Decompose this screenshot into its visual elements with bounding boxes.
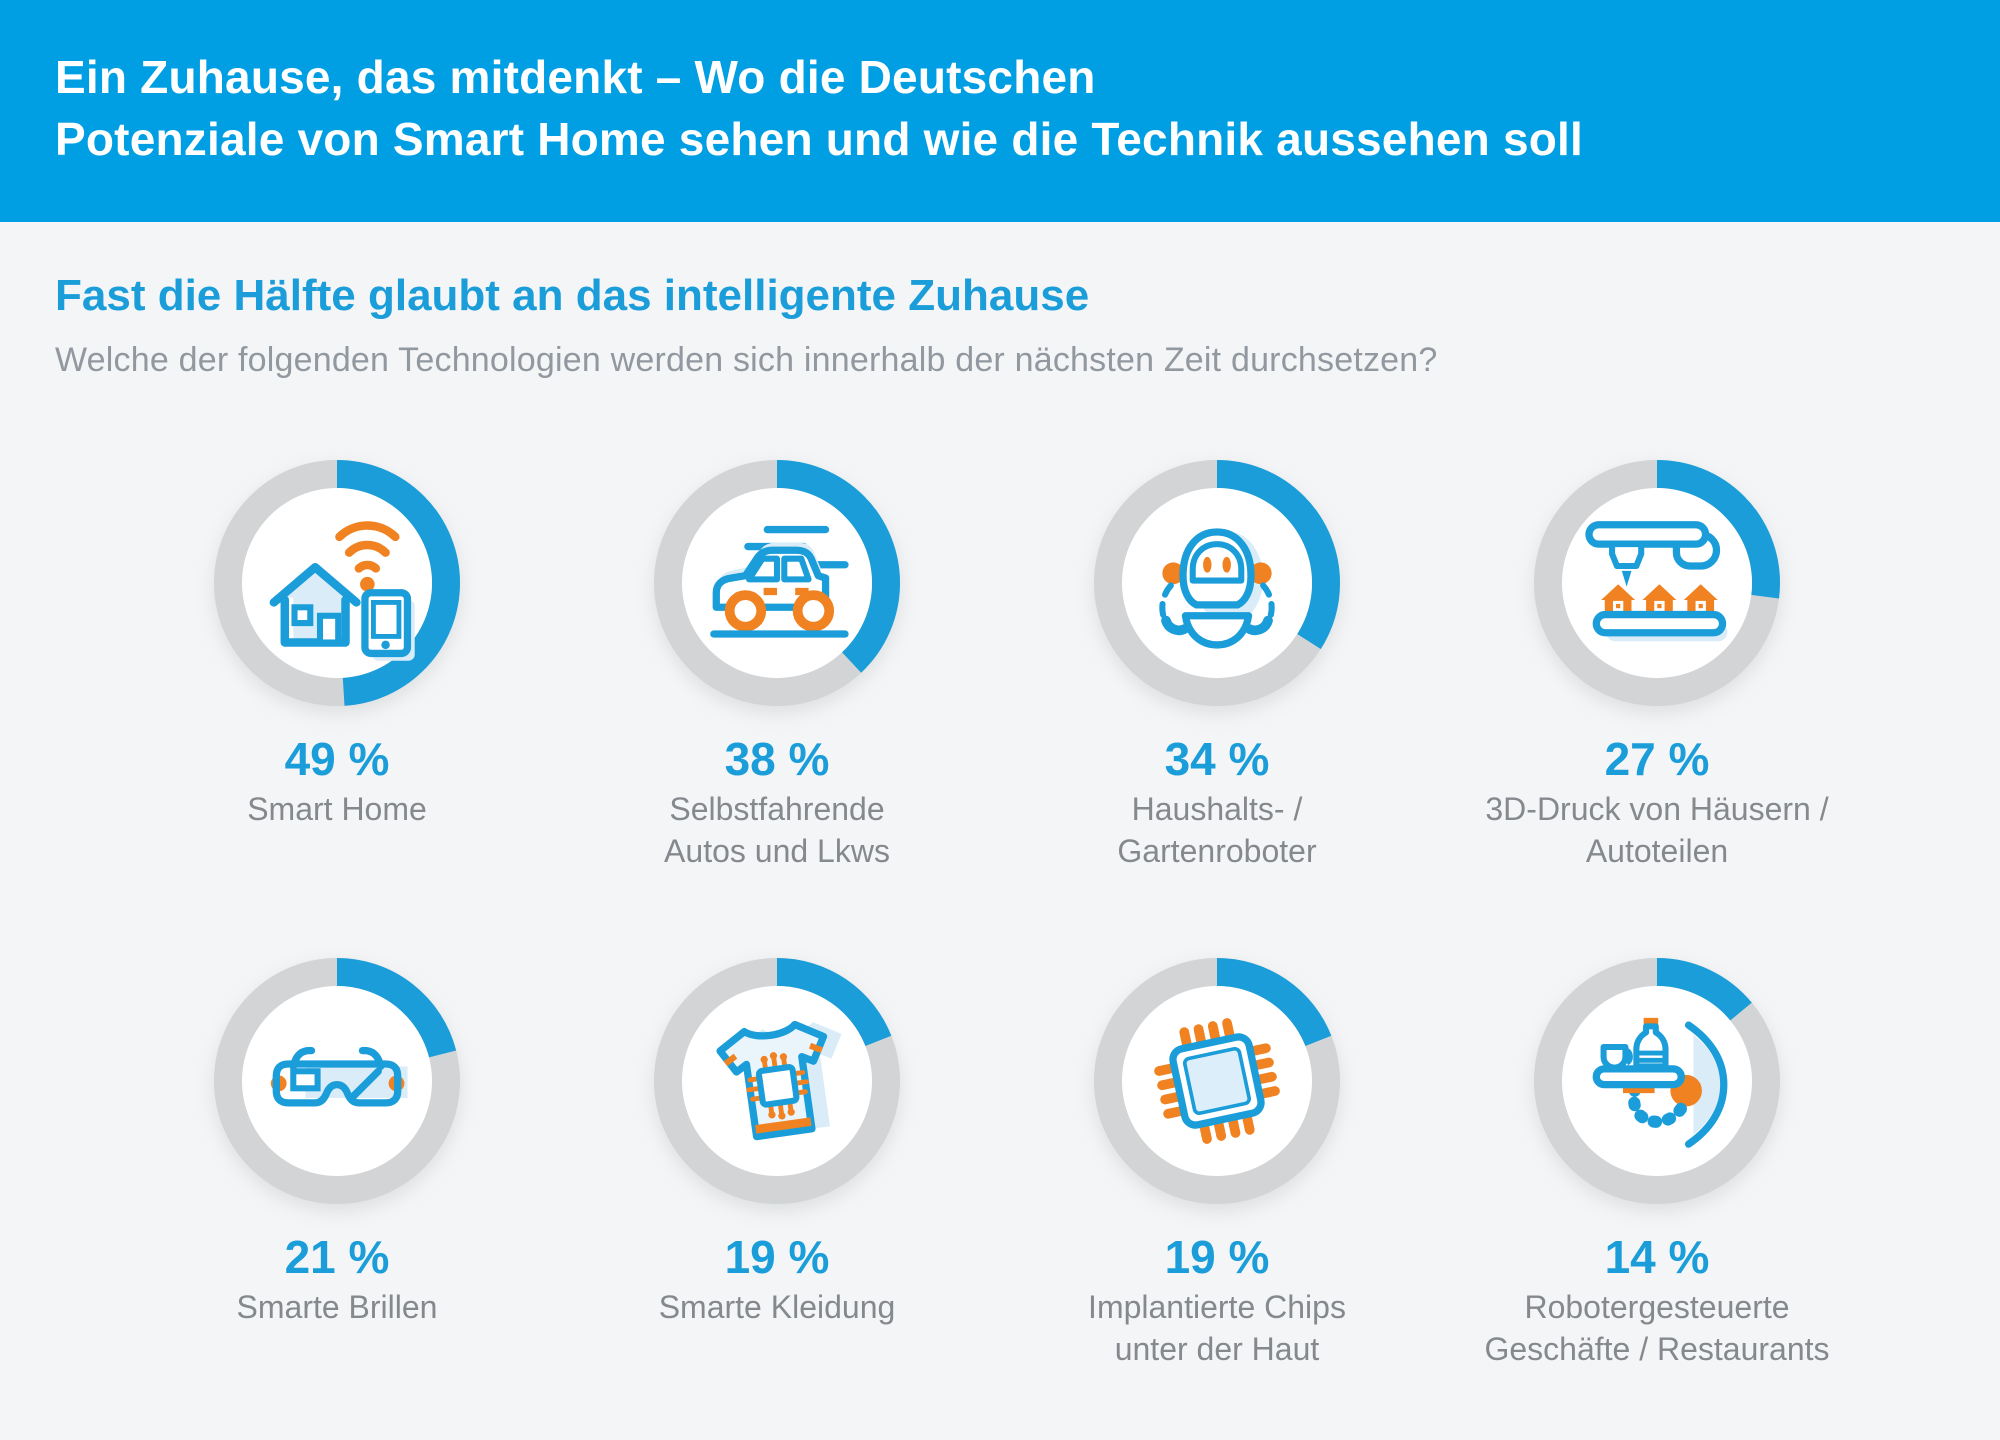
- tech-card-smart-glasses: 21 % Smarte Brillen: [117, 958, 557, 1370]
- section-subtitle: Fast die Hälfte glaubt an das intelligen…: [55, 271, 1090, 320]
- household-garden-robot-icon: [1159, 528, 1275, 649]
- 3d-printing-icon: [1585, 521, 1728, 642]
- smart-clothing-icon: [716, 1020, 842, 1141]
- tech-card-implanted-chips: 19 % Implantierte Chips unter der Haut: [997, 958, 1437, 1370]
- implanted-chip-icon: [1154, 1018, 1280, 1144]
- donut-chart-3d-printing: [1534, 460, 1780, 706]
- tech-card-smart-home: 49 % Smart Home: [117, 460, 557, 872]
- percentage-label: 19 %: [1164, 1231, 1270, 1283]
- percentage-label: 14 %: [1604, 1231, 1710, 1283]
- tech-label: Smarte Brillen: [236, 1289, 438, 1325]
- self-driving-car-icon: [710, 525, 849, 638]
- tech-label: Selbstfahrende Autos und Lkws: [664, 791, 890, 869]
- header-banner: Ein Zuhause, das mitdenkt – Wo die Deuts…: [0, 0, 2000, 222]
- tech-card-3d-printing: 27 % 3D-Druck von Häusern / Autoteilen: [1437, 460, 1877, 872]
- donut-chart-household-robot: [1094, 460, 1340, 706]
- percentage-label: 34 %: [1164, 733, 1270, 785]
- donut-chart-smart-glasses: [214, 958, 460, 1204]
- tech-card-robot-shops: 14 % Robotergesteuerte Geschäfte / Resta…: [1437, 958, 1877, 1370]
- tech-card-self-driving-cars: 38 % Selbstfahrende Autos und Lkws: [557, 460, 997, 872]
- percentage-label: 19 %: [724, 1231, 830, 1283]
- page-title: Ein Zuhause, das mitdenkt – Wo die Deuts…: [55, 51, 1583, 165]
- tech-card-smart-clothing: 19 % Smarte Kleidung: [557, 958, 997, 1370]
- tech-label: Smart Home: [247, 791, 427, 827]
- donut-chart-self-driving-cars: [654, 460, 900, 706]
- question-text: Welche der folgenden Technologien werden…: [55, 341, 1438, 379]
- smart-glasses-icon: [270, 1046, 408, 1107]
- smart-home-icon: [269, 521, 415, 661]
- percentage-label: 49 %: [284, 733, 390, 785]
- donut-chart-smart-clothing: [654, 958, 900, 1204]
- tech-label: Robotergesteuerte Geschäfte / Restaurant…: [1484, 1289, 1830, 1367]
- percentage-label: 21 %: [284, 1231, 390, 1283]
- robot-controlled-shop-icon: [1592, 1017, 1728, 1148]
- percentage-label: 27 %: [1604, 733, 1710, 785]
- tech-card-household-robot: 34 % Haushalts- / Gartenroboter: [997, 460, 1437, 872]
- donut-chart-grid: 49 % Smart Home: [117, 460, 1877, 1370]
- donut-chart-smart-home: [214, 460, 460, 706]
- tech-label: Smarte Kleidung: [658, 1289, 896, 1325]
- tech-label: 3D-Druck von Häusern / Autoteilen: [1485, 791, 1829, 869]
- tech-label: Haushalts- / Gartenroboter: [1117, 791, 1317, 869]
- donut-chart-robot-shops: [1534, 958, 1780, 1204]
- donut-chart-implanted-chips: [1094, 958, 1340, 1204]
- tech-label: Implantierte Chips unter der Haut: [1088, 1289, 1346, 1367]
- percentage-label: 38 %: [724, 733, 830, 785]
